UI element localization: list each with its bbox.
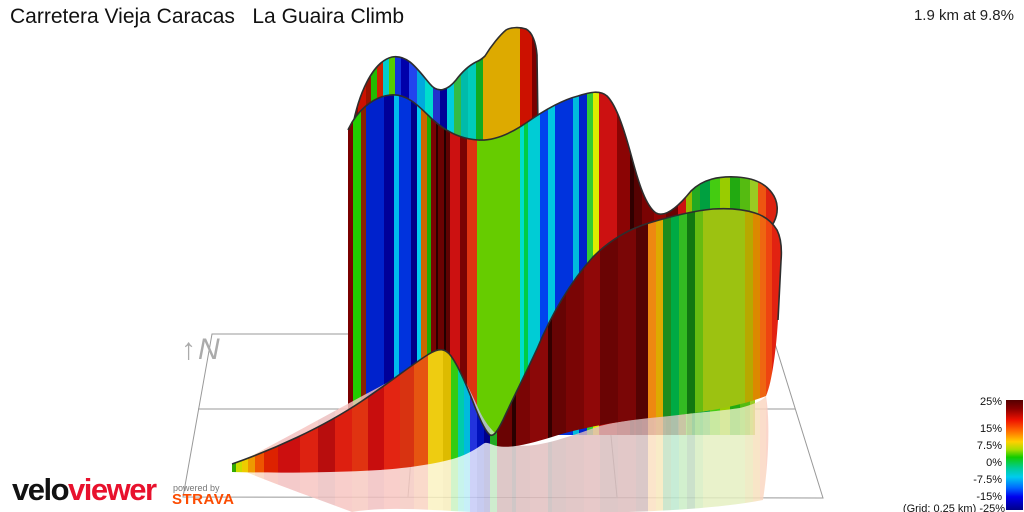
grid-note: (Grid: 0.25 km) [902, 503, 980, 512]
logo-velo: velo [12, 472, 70, 507]
climb-summary: 1.9 km at 9.8% [913, 7, 1014, 24]
veloviewer-logo[interactable]: veloviewer [12, 472, 157, 507]
ribbon-back-top-edge [351, 26, 539, 131]
legend-label-neg25: -25% [979, 503, 1005, 512]
page-title: Carretera Vieja Caracas La Guaira Climb [10, 5, 405, 28]
gradient-colorbar [1006, 400, 1023, 510]
legend-label-15: 15% [979, 423, 1002, 435]
legend-label-25: 25% [979, 396, 1002, 408]
legend-label-neg15: -15% [976, 491, 1002, 503]
legend-grid-note-row: (Grid: 0.25 km) -25% [903, 503, 1005, 512]
strava-logo[interactable]: STRAVA [172, 491, 235, 508]
ribbon-front-top-edge [231, 207, 783, 465]
north-arrow-icon: ↑N [181, 333, 222, 366]
legend-label-neg7-5: -7.5% [973, 474, 1002, 486]
legend-label-0: 0% [986, 457, 1002, 469]
ribbon-middle-top-edge [347, 91, 778, 239]
powered-by-label: powered by [173, 483, 220, 493]
legend-label-7-5: 7.5% [976, 440, 1002, 452]
logo-viewer: viewer [68, 472, 157, 507]
